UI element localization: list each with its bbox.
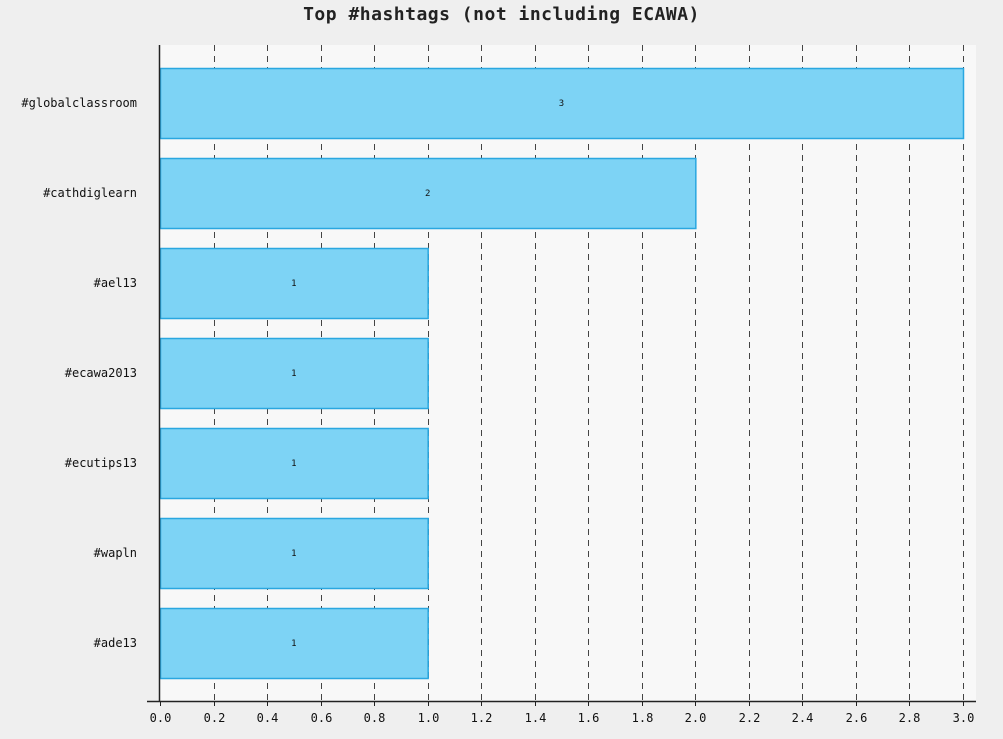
x-tick-label: 2.6 (846, 711, 868, 725)
bar-value-label: 1 (291, 459, 296, 469)
bar-value-label: 1 (291, 279, 296, 289)
x-tick-label: 2.8 (899, 711, 921, 725)
bar (159, 427, 429, 500)
x-tick-label: 0.8 (364, 711, 386, 725)
category-label: #globalclassroom (21, 96, 137, 110)
bar-value-label: 1 (291, 549, 296, 559)
x-tick-label: 1.8 (632, 711, 654, 725)
category-label: #wapln (94, 546, 137, 560)
category-label: #ecawa2013 (65, 366, 137, 380)
x-tick-label: 1.6 (578, 711, 600, 725)
x-tick-label: 0.6 (311, 711, 333, 725)
category-label: #ael13 (94, 276, 137, 290)
x-tick-label: 0.0 (150, 711, 172, 725)
category-label: #ade13 (94, 636, 137, 650)
x-tick-label: 0.2 (204, 711, 226, 725)
x-tick-label: 3.0 (953, 711, 975, 725)
x-tick-label: 0.4 (257, 711, 279, 725)
category-label: #ecutips13 (65, 456, 137, 470)
bar-value-label: 2 (425, 189, 430, 199)
x-tick-label: 2.4 (792, 711, 814, 725)
bar-value-label: 3 (559, 99, 564, 109)
chart-title: Top #hashtags (not including ECAWA) (303, 4, 700, 25)
x-tick-label: 2.2 (739, 711, 761, 725)
bar (159, 247, 429, 320)
bar (159, 157, 697, 230)
x-tick-label: 1.0 (418, 711, 440, 725)
x-tick-label: 1.4 (525, 711, 547, 725)
category-label: #cathdiglearn (43, 186, 137, 200)
x-tick-label: 1.2 (471, 711, 493, 725)
x-tick-label: 2.0 (685, 711, 707, 725)
bar (159, 517, 429, 590)
bar-value-label: 1 (291, 369, 296, 379)
bar (159, 67, 965, 140)
bar-value-label: 1 (291, 639, 296, 649)
bar (159, 337, 429, 410)
bar (159, 607, 429, 680)
